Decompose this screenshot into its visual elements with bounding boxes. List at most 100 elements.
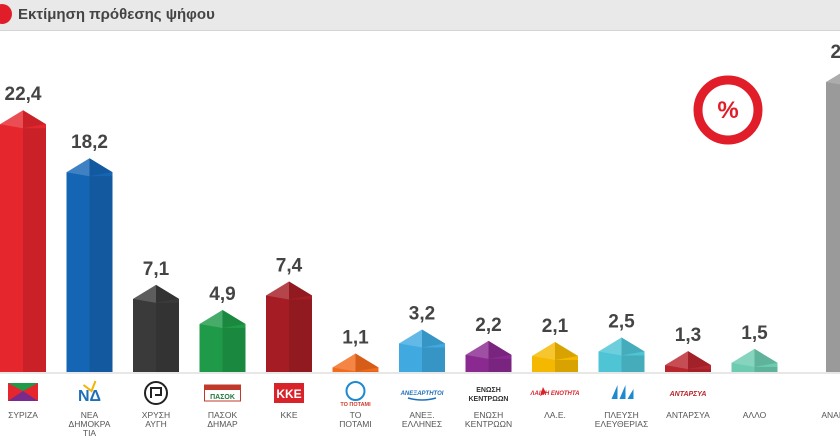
logo-shape xyxy=(274,383,304,403)
logo-shape xyxy=(619,385,626,399)
bar-top-shade xyxy=(754,348,778,367)
axis-label: ΕΝΩΣΗ xyxy=(474,410,504,420)
kke-logo-icon: ΚΚΕ xyxy=(274,383,304,403)
bar-top-shade xyxy=(621,337,645,356)
bar-group xyxy=(66,158,113,372)
bar-group xyxy=(0,110,47,372)
nd-logo-icon: ΝΔ xyxy=(78,380,101,405)
pasok-logo-icon: ΠΑΣΟΚ xyxy=(204,384,241,402)
syriza-logo-icon xyxy=(8,383,38,401)
axis-label: ΣΥΡΙΖΑ xyxy=(8,410,38,420)
axis-label: ΤΟ xyxy=(350,410,362,420)
bar-shade xyxy=(422,347,445,372)
logo-text: ΕΝΩΣΗ xyxy=(476,387,501,394)
logo-shape xyxy=(82,380,97,393)
bar-group xyxy=(199,310,246,372)
logo-shape xyxy=(144,381,168,405)
bar-top-shade xyxy=(422,329,445,348)
logo-text: ΑΝΕΞΑΡΤΗΤΟΙ xyxy=(400,391,444,397)
bar-shade xyxy=(89,176,113,372)
axis-label: ΚΕΝΤΡΩΩΝ xyxy=(465,419,512,429)
bar-group xyxy=(731,348,778,372)
axis-label: ΑΛΛΟ xyxy=(743,410,767,420)
bar-shade xyxy=(488,358,512,372)
bar-group xyxy=(266,281,313,372)
logo-shape xyxy=(627,389,634,399)
axis-label: ΔΗΜΑΡ xyxy=(207,419,238,429)
logo-shape xyxy=(204,385,241,390)
bar-group xyxy=(399,329,446,372)
anel-logo-icon: ΑΝΕΞΑΡΤΗΤΟΙ xyxy=(400,391,444,401)
logo-shape xyxy=(150,387,162,398)
logo-shape xyxy=(407,397,437,401)
bar-group xyxy=(665,351,712,372)
axis-label: ΧΡΥΣΗ xyxy=(142,410,170,420)
value-label: 1,3 xyxy=(675,325,701,346)
bar-top-shade xyxy=(488,340,512,359)
logo-text: ΛΑΙΚΗ ΕΝΟΤΗΤΑ xyxy=(530,391,580,397)
value-label: 2,5 xyxy=(608,311,635,332)
logo-text: ΝΔ xyxy=(78,388,101,405)
axis-label: ΑΝΕΞ. xyxy=(409,410,434,420)
value-label: 26,1 xyxy=(831,42,840,63)
potami-logo-icon: ΤΟ ΠΟΤΑΜΙ xyxy=(340,381,371,408)
axis-label: ΔΗΜΟΚΡΑ xyxy=(69,419,111,429)
value-label: 22,4 xyxy=(5,84,42,105)
logo-text: ΚΚΕ xyxy=(276,387,301,401)
chart-header: Εκτίμηση πρόθεσης ψήφου xyxy=(0,0,840,31)
bar-top xyxy=(826,73,840,85)
bar-shade xyxy=(289,299,312,372)
bar xyxy=(826,82,840,372)
axis-label: ΤΙΑ xyxy=(83,428,97,438)
value-label: 3,2 xyxy=(409,303,435,324)
bar-shade xyxy=(355,371,379,372)
axis-label: ΕΛΕΥΘΕΡΙΑΣ xyxy=(595,419,648,429)
value-label: 1,5 xyxy=(741,323,768,344)
axis-label: ΠΑΣΟΚ xyxy=(208,410,238,420)
bar-top-shade xyxy=(688,351,711,370)
bar-group xyxy=(332,353,379,372)
value-label: 18,2 xyxy=(71,132,108,153)
bar-shade xyxy=(156,302,179,372)
axis-label: ΕΛΛΗΝΕΣ xyxy=(402,419,442,429)
percent-badge: % xyxy=(693,75,763,145)
axis-label: ΑΝΤΑΡΣΥΑ xyxy=(666,410,710,420)
lae-logo-icon: ΛΑΙΚΗ ΕΝΟΤΗΤΑ xyxy=(530,387,580,397)
plefsi-logo-icon xyxy=(611,385,634,399)
bar-group xyxy=(532,342,579,372)
logo-text: ΑΝΤΑΡΣΥΑ xyxy=(669,391,707,398)
bar-top-shade xyxy=(89,158,113,177)
bar-top-shade xyxy=(355,353,379,372)
bar-top-shade xyxy=(156,284,179,303)
axis-label: ΝΕΑ xyxy=(81,410,99,420)
chart-title: Εκτίμηση πρόθεσης ψήφου xyxy=(18,6,215,23)
logo-text: ΤΟ ΠΟΤΑΜΙ xyxy=(340,402,371,408)
header-marker-icon xyxy=(0,4,12,24)
logo-text: ΚΕΝΤΡΩΩΝ xyxy=(468,396,508,403)
logo-shape xyxy=(611,385,618,399)
logo-shape xyxy=(345,381,366,401)
bar-shade xyxy=(555,360,578,372)
logo-shape xyxy=(8,391,38,401)
logo-shape xyxy=(540,387,546,396)
bar-shade xyxy=(23,128,46,372)
bar-group xyxy=(826,73,840,372)
enosi-kentroon-logo-icon: ΕΝΩΣΗ ΚΕΝΤΡΩΩΝ xyxy=(468,387,508,403)
bar-top-shade xyxy=(222,310,246,329)
antarsya-logo-icon: ΑΝΤΑΡΣΥΑ xyxy=(669,391,707,398)
bar-top-shade xyxy=(555,342,578,361)
chrysi-avgi-logo-icon xyxy=(144,381,168,405)
value-label: 2,1 xyxy=(542,316,569,337)
bar-shade xyxy=(621,355,645,372)
bar-shade xyxy=(754,366,778,372)
percent-symbol: % xyxy=(717,97,738,124)
bar-shade xyxy=(688,369,711,372)
bar-top-shade xyxy=(289,281,312,300)
axis-label: ΑΥΓΗ xyxy=(145,419,167,429)
bar-top-shade xyxy=(23,110,46,129)
logo-shape xyxy=(8,383,38,391)
axis-label: ΠΛΕΥΣΗ xyxy=(604,410,639,420)
logo-text: ΠΑΣΟΚ xyxy=(210,394,235,401)
axis-label: ΠΟΤΑΜΙ xyxy=(339,419,371,429)
